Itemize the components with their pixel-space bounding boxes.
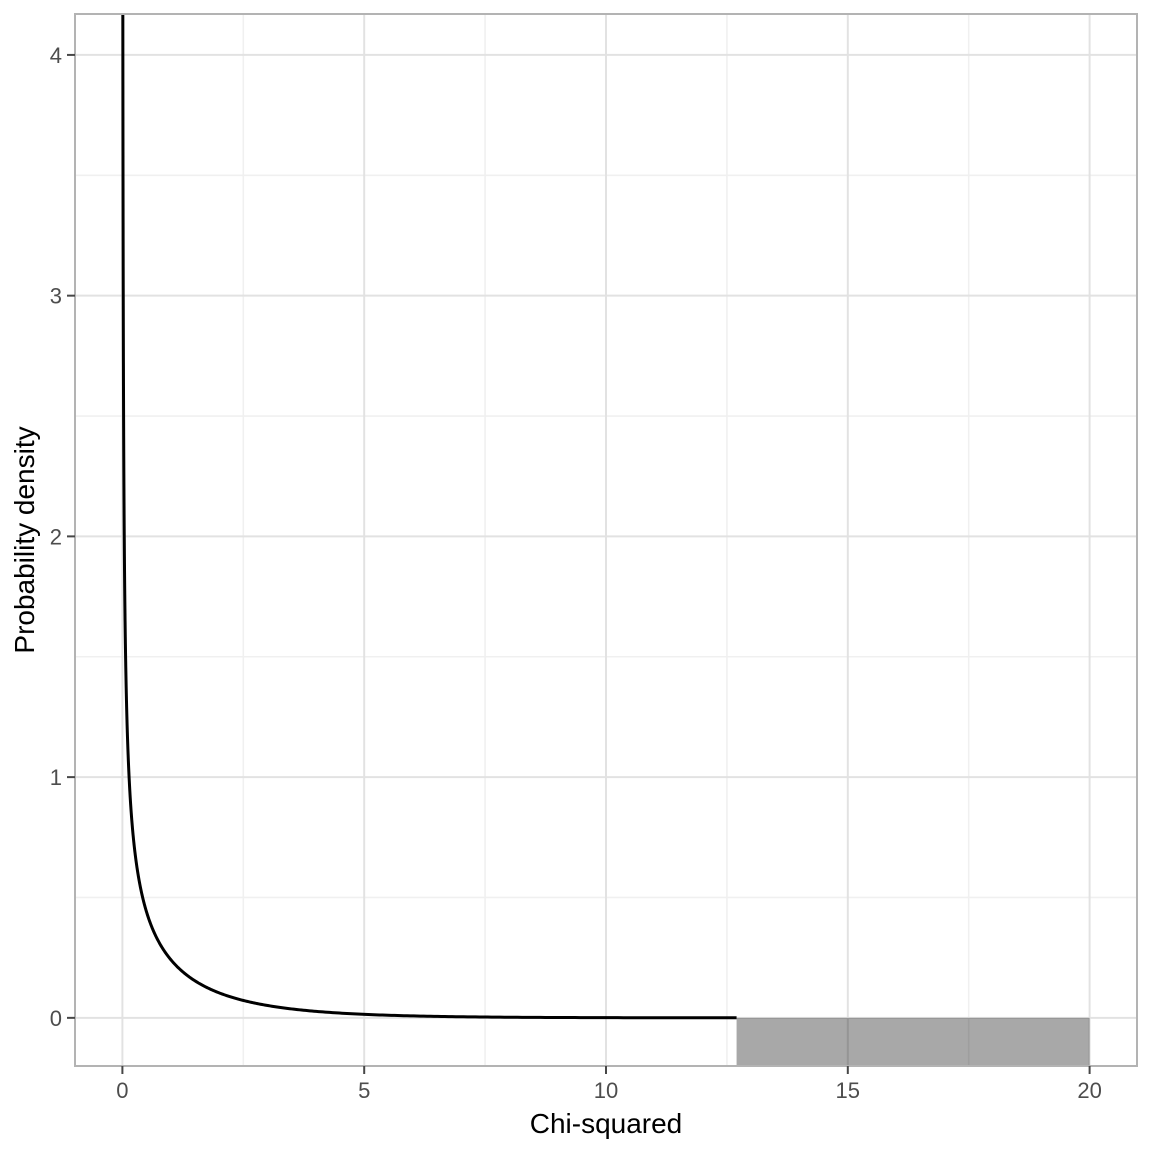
x-tick-label: 10 (594, 1078, 618, 1103)
y-tick-label: 4 (50, 43, 62, 68)
y-tick-label: 3 (50, 284, 62, 309)
x-tick-label: 5 (358, 1078, 370, 1103)
density-curve (121, 14, 737, 1020)
y-tick-label: 0 (50, 1006, 62, 1031)
y-tick-label: 1 (50, 765, 62, 790)
y-tick-label: 2 (50, 524, 62, 549)
x-tick-label: 0 (116, 1078, 128, 1103)
critical-region-rect (736, 1017, 1090, 1066)
axis-tick-marks (67, 53, 1091, 1074)
x-axis-title: Chi-squared (530, 1108, 683, 1139)
axis-tick-labels: 0 5 10 15 20 0 1 2 3 4 (50, 43, 1102, 1103)
x-tick-label: 20 (1077, 1078, 1101, 1103)
y-axis-title: Probability density (9, 426, 40, 653)
x-tick-label: 15 (836, 1078, 860, 1103)
